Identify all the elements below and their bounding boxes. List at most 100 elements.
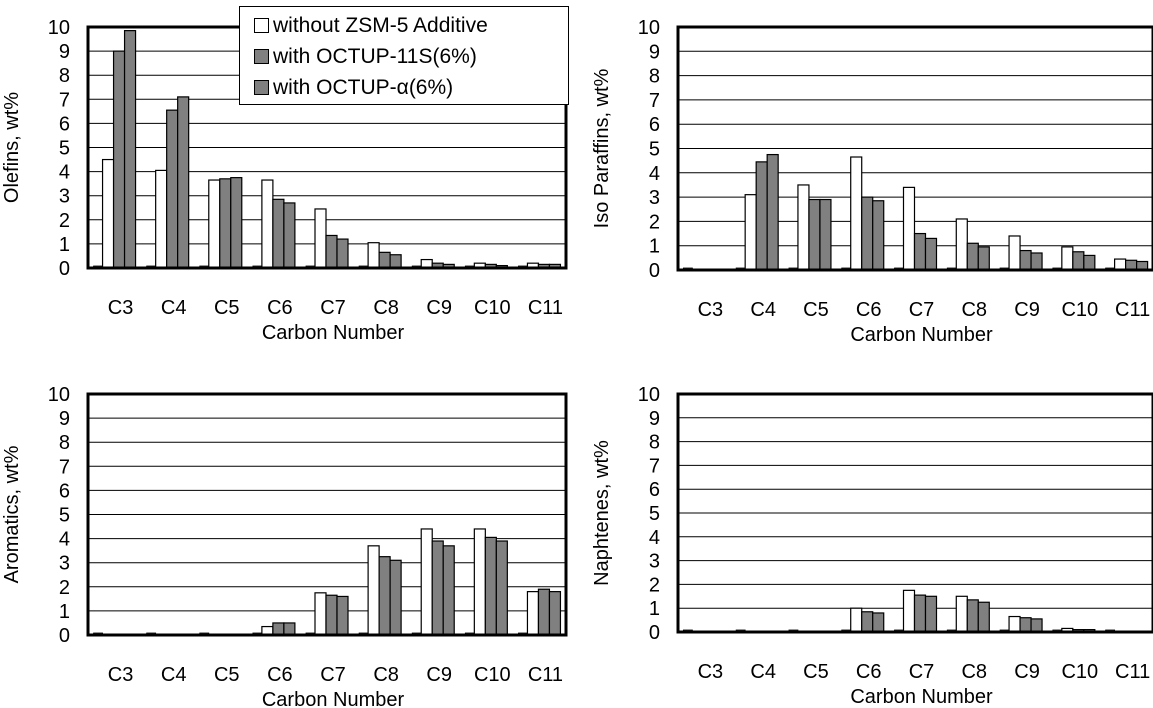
y-tick-label: 6 bbox=[59, 113, 70, 135]
y-tick-label: 10 bbox=[48, 384, 70, 406]
x-tick-label: C10 bbox=[1061, 299, 1098, 321]
x-tick-label: C8 bbox=[373, 664, 399, 686]
y-tick-label: 1 bbox=[649, 598, 660, 620]
bar bbox=[1019, 617, 1032, 633]
x-tick-label: C4 bbox=[750, 299, 776, 321]
x-tick-label: C3 bbox=[698, 661, 724, 683]
x-tick-label: C8 bbox=[373, 297, 399, 319]
y-tick-label: 3 bbox=[59, 553, 70, 575]
x-tick-label: C4 bbox=[750, 661, 776, 683]
y-tick-label: 9 bbox=[649, 41, 660, 63]
x-tick-label: C9 bbox=[1014, 299, 1040, 321]
y-tick-label: 10 bbox=[638, 384, 660, 406]
y-tick-label: 6 bbox=[649, 114, 660, 136]
y-tick-label: 8 bbox=[649, 432, 660, 454]
y-tick-label: 2 bbox=[59, 210, 70, 232]
legend-label: with OCTUP-α(6%) bbox=[273, 75, 454, 99]
x-tick-label: C7 bbox=[320, 297, 346, 319]
x-tick-label: C9 bbox=[426, 297, 452, 319]
plot-frame bbox=[676, 392, 1153, 634]
y-tick-label: 5 bbox=[649, 139, 660, 161]
x-tick-label: C3 bbox=[698, 299, 724, 321]
y-tick-label: 8 bbox=[649, 66, 660, 88]
x-tick-label: C10 bbox=[474, 664, 511, 686]
x-tick-label: C9 bbox=[1014, 661, 1040, 683]
y-tick-label: 5 bbox=[59, 138, 70, 160]
x-axis-label: Carbon Number bbox=[850, 324, 993, 346]
y-tick-label: 5 bbox=[59, 505, 70, 527]
bar bbox=[314, 208, 327, 269]
bar bbox=[1008, 615, 1021, 633]
bar bbox=[325, 594, 338, 636]
bar bbox=[548, 591, 562, 636]
y-tick-label: 6 bbox=[59, 480, 70, 502]
bar bbox=[872, 200, 885, 271]
x-tick-label: C5 bbox=[214, 664, 240, 686]
bar bbox=[1072, 251, 1085, 271]
y-tick-label: 6 bbox=[649, 479, 660, 501]
y-tick-label: 3 bbox=[59, 186, 70, 208]
y-tick-label: 8 bbox=[59, 65, 70, 87]
bar bbox=[101, 158, 115, 269]
x-tick-label: C11 bbox=[1115, 661, 1150, 683]
bar bbox=[378, 556, 391, 636]
bar bbox=[420, 528, 433, 636]
bar bbox=[442, 545, 455, 636]
x-axis-label: Carbon Number bbox=[262, 689, 405, 708]
y-tick-label: 7 bbox=[649, 455, 660, 477]
bar bbox=[537, 588, 551, 636]
bar bbox=[495, 540, 508, 636]
x-tick-label: C10 bbox=[1061, 661, 1098, 683]
chart-legend: without ZSM-5 Additive with OCTUP-11S(6%… bbox=[239, 6, 569, 105]
x-tick-label: C8 bbox=[961, 299, 987, 321]
bar bbox=[913, 232, 927, 271]
bar bbox=[336, 595, 349, 636]
y-tick-label: 0 bbox=[59, 625, 70, 647]
plot-frame bbox=[86, 392, 568, 637]
y-tick-label: 0 bbox=[649, 260, 660, 282]
y-tick-label: 2 bbox=[649, 574, 660, 596]
y-tick-label: 2 bbox=[59, 577, 70, 599]
bar bbox=[913, 594, 927, 633]
y-tick-label: 9 bbox=[59, 41, 70, 63]
x-tick-label: C6 bbox=[856, 661, 882, 683]
bar bbox=[977, 246, 990, 271]
bar bbox=[230, 177, 243, 269]
bar bbox=[872, 612, 885, 633]
x-tick-label: C11 bbox=[528, 297, 563, 319]
x-axis-label: Carbon Number bbox=[850, 686, 993, 708]
y-tick-label: 1 bbox=[59, 234, 70, 256]
y-tick-label: 4 bbox=[59, 162, 70, 184]
bar bbox=[336, 238, 349, 269]
x-tick-label: C3 bbox=[108, 664, 134, 686]
bar bbox=[766, 153, 779, 271]
bar bbox=[367, 545, 380, 636]
x-tick-label: C7 bbox=[909, 661, 935, 683]
plot-frame bbox=[676, 25, 1153, 272]
bar bbox=[272, 622, 285, 636]
bar bbox=[325, 234, 338, 269]
legend-label: without ZSM-5 Additive bbox=[273, 13, 488, 37]
bar bbox=[1008, 235, 1021, 271]
bar bbox=[261, 179, 274, 269]
bar bbox=[526, 591, 540, 636]
bar bbox=[1083, 254, 1096, 271]
legend-swatch-gray bbox=[254, 49, 269, 64]
x-tick-label: C8 bbox=[961, 661, 987, 683]
y-tick-label: 9 bbox=[649, 408, 660, 430]
y-axis-label: Aromatics, wt% bbox=[1, 445, 23, 583]
bar bbox=[177, 96, 190, 269]
x-tick-label: C5 bbox=[803, 661, 829, 683]
bar bbox=[955, 595, 968, 633]
y-tick-label: 7 bbox=[649, 90, 660, 112]
legend-swatch-white bbox=[254, 18, 269, 33]
bar bbox=[861, 196, 874, 271]
bar bbox=[431, 540, 444, 636]
y-tick-label: 4 bbox=[649, 163, 660, 185]
legend-swatch-gray bbox=[254, 80, 269, 95]
bar bbox=[155, 169, 168, 269]
y-tick-label: 7 bbox=[59, 89, 70, 111]
x-tick-label: C5 bbox=[803, 299, 829, 321]
y-tick-label: 8 bbox=[59, 432, 70, 454]
